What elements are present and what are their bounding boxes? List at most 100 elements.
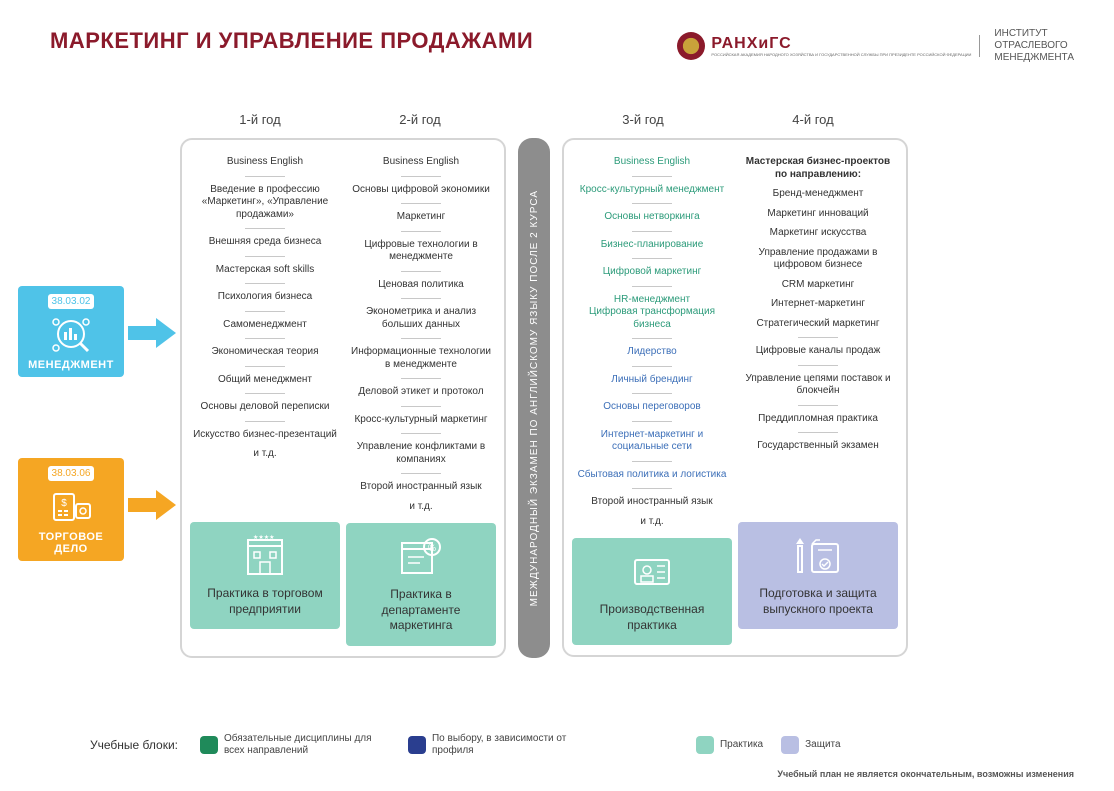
svg-text:$: $ (61, 498, 67, 509)
course: Маркетинг (346, 209, 496, 226)
year2-courses: Business English Основы цифровой экономи… (346, 154, 496, 515)
year1-practice-text: Практика в торговом предприятии (196, 586, 334, 617)
course: Основы нетворкинга (572, 209, 732, 226)
course: CRM маркетинг (738, 277, 898, 294)
course: Внешняя среда бизнеса (190, 234, 340, 251)
course: Business English (190, 154, 340, 171)
course: Business English (346, 154, 496, 171)
course: Личный брендинг (572, 372, 732, 389)
exam-bar: МЕЖДУНАРОДНЫЙ ЭКЗАМЕН ПО АНГЛИЙСКОМУ ЯЗЫ… (518, 138, 550, 658)
course: Эконометрика и анализ больших данных (346, 304, 496, 333)
year3-practice-text: Производственная практика (578, 602, 726, 633)
year1-courses: Business English Введение в профессию «М… (190, 154, 340, 514)
logo-primary: РАНХиГС РОССИЙСКАЯ АКАДЕМИЯ НАРОДНОГО ХО… (711, 35, 980, 57)
year3-column: Business English Кросс-культурный менедж… (572, 154, 732, 645)
svg-text:%: % (428, 543, 436, 553)
program-trade-code: 38.03.06 (48, 466, 95, 481)
course: Управление цепями поставок и блокчейн (738, 371, 898, 400)
course: Психология бизнеса (190, 289, 340, 306)
legend-mandatory: Обязательные дисциплины для всех направл… (200, 733, 390, 757)
legend-elective: По выбору, в зависимости от профиля (408, 733, 598, 757)
course: Маркетинг искусства (738, 225, 898, 242)
course: Управление продажами в цифровом бизнесе (738, 245, 898, 274)
years-1-2-box: Business English Введение в профессию «М… (180, 138, 506, 658)
year1-label: 1-й год (239, 112, 280, 127)
year3-label: 3-й год (622, 112, 663, 127)
course: Бренд-менеджмент (738, 186, 898, 203)
year2-practice: % Практика в департаменте маркетинга (346, 523, 496, 646)
header: МАРКЕТИНГ И УПРАВЛЕНИЕ ПРОДАЖАМИ РАНХиГС… (50, 28, 1074, 64)
course: и т.д. (572, 514, 732, 531)
trade-icon: $ (24, 485, 118, 527)
legend-defense: Защита (781, 736, 840, 754)
year2-label: 2-й год (399, 112, 440, 127)
year3-courses: Business English Кросс-культурный менедж… (572, 154, 732, 530)
svg-text:★★★★: ★★★★ (253, 534, 275, 541)
years-3-4-box: Business English Кросс-культурный менедж… (562, 138, 908, 657)
production-icon (578, 548, 726, 596)
year1-practice: ★★★★ Практика в торговом предприятии (190, 522, 340, 629)
course: Преддипломная практика (738, 411, 898, 428)
course: Маркетинг инноваций (738, 206, 898, 223)
program-trade-name: ТОРГОВОЕ ДЕЛО (24, 531, 118, 555)
course: Интернет-маркетинг и социальные сети (572, 427, 732, 456)
legend-practice: Практика (696, 736, 763, 754)
year4-courses: Мастерская бизнес-проектов по направлени… (738, 154, 898, 514)
course: Сбытовая политика и логистика (572, 467, 732, 484)
swatch-mandatory (200, 736, 218, 754)
arrow-management (128, 318, 176, 348)
legend: Учебные блоки: Обязательные дисциплины д… (90, 733, 1074, 757)
crest-icon (677, 32, 705, 60)
year4-header: Мастерская бизнес-проектов по направлени… (738, 154, 898, 183)
defense-icon (744, 532, 892, 580)
program-management-code: 38.03.02 (48, 294, 95, 309)
course: Лидерство (572, 344, 732, 361)
curriculum-columns: Business English Введение в профессию «М… (180, 138, 908, 658)
marketing-icon: % (352, 533, 490, 581)
course: Кросс-культурный маркетинг (346, 412, 496, 429)
swatch-practice (696, 736, 714, 754)
swatch-elective (408, 736, 426, 754)
page-title: МАРКЕТИНГ И УПРАВЛЕНИЕ ПРОДАЖАМИ (50, 28, 533, 54)
course: и т.д. (190, 446, 340, 463)
year4-defense-text: Подготовка и защита выпускного проекта (744, 586, 892, 617)
management-icon (24, 313, 118, 355)
course: Основы цифровой экономики (346, 182, 496, 199)
course: Мастерская soft skills (190, 262, 340, 279)
year1-column: Business English Введение в профессию «М… (190, 154, 340, 646)
legend-label: Учебные блоки: (90, 738, 178, 752)
course: Второй иностранный язык (572, 494, 732, 511)
year3-practice: Производственная практика (572, 538, 732, 645)
course: Искусство бизнес-презентаций (190, 427, 340, 444)
course: Второй иностранный язык (346, 479, 496, 496)
course: Бизнес-планирование (572, 237, 732, 254)
program-trade: 38.03.06 $ ТОРГОВОЕ ДЕЛО (18, 458, 124, 561)
course: Цифровые технологии в менеджменте (346, 237, 496, 266)
logo-block: РАНХиГС РОССИЙСКАЯ АКАДЕМИЯ НАРОДНОГО ХО… (677, 28, 1074, 64)
program-management: 38.03.02 МЕНЕДЖМЕНТ (18, 286, 124, 377)
course: Общий менеджмент (190, 372, 340, 389)
course: Ценовая политика (346, 277, 496, 294)
footnote: Учебный план не является окончательным, … (777, 769, 1074, 779)
course: Цифровые каналы продаж (738, 343, 898, 360)
year2-practice-text: Практика в департаменте маркетинга (352, 587, 490, 634)
course: Стратегический маркетинг (738, 316, 898, 333)
year2-column: Business English Основы цифровой экономи… (346, 154, 496, 646)
course: Интернет-маркетинг (738, 296, 898, 313)
course: Самоменеджмент (190, 317, 340, 334)
course: Информационные технологии в менеджменте (346, 344, 496, 373)
year4-defense: Подготовка и защита выпускного проекта (738, 522, 898, 629)
logo-secondary: ИНСТИТУТ ОТРАСЛЕВОГО МЕНЕДЖМЕНТА (986, 28, 1074, 64)
course: Цифровой маркетинг (572, 264, 732, 281)
course: Основы переговоров (572, 399, 732, 416)
exam-bar-text: МЕЖДУНАРОДНЫЙ ЭКЗАМЕН ПО АНГЛИЙСКОМУ ЯЗЫ… (529, 190, 540, 606)
program-management-name: МЕНЕДЖМЕНТ (24, 359, 118, 371)
year4-column: Мастерская бизнес-проектов по направлени… (738, 154, 898, 645)
course: Business English (572, 154, 732, 171)
logo-primary-sub: РОССИЙСКАЯ АКАДЕМИЯ НАРОДНОГО ХОЗЯЙСТВА … (711, 53, 971, 57)
logo-primary-text: РАНХиГС (711, 35, 971, 53)
course: Введение в профессию «Маркетинг», «Управ… (190, 182, 340, 224)
course: Управление конфликтами в компаниях (346, 439, 496, 468)
year4-label: 4-й год (792, 112, 833, 127)
course: и т.д. (346, 499, 496, 516)
